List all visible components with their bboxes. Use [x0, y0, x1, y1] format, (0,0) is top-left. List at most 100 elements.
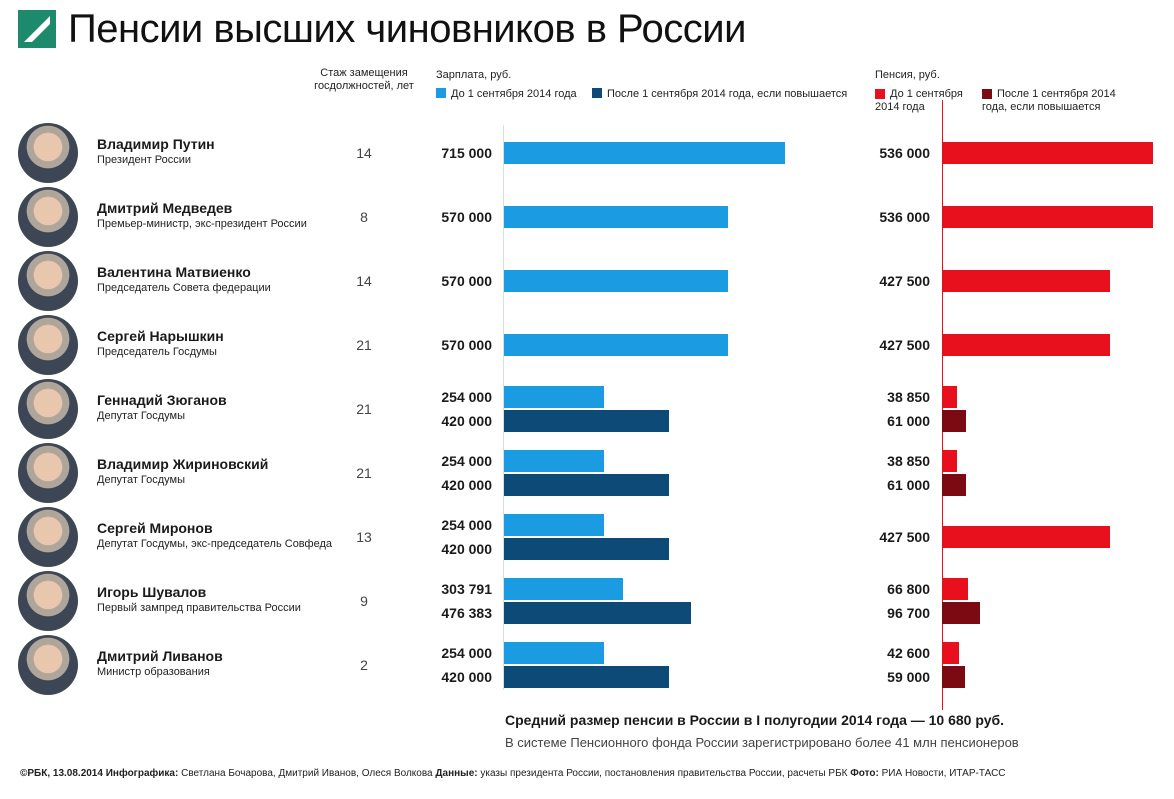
pension-label: 61 000 [887, 413, 930, 429]
credits: ©РБК, 13.08.2014 Инфографика: Светлана Б… [20, 768, 1006, 779]
pension-label: 38 850 [887, 453, 930, 469]
credit-label: Инфографика: [105, 768, 179, 779]
legend-label: После 1 сентября 2014 года, если повышае… [982, 88, 1116, 113]
tenure-value: 21 [356, 465, 372, 481]
pension-label: 427 500 [879, 529, 930, 545]
credit-label: Данные: [435, 768, 478, 779]
avatar [18, 571, 78, 631]
salary-label: 570 000 [441, 209, 492, 225]
avatar [18, 251, 78, 311]
credit-photo: РИА Новости, ИТАР-ТАСС [881, 768, 1006, 779]
person-name: Геннадий Зюганов [97, 392, 227, 408]
avatar [18, 187, 78, 247]
avatar [18, 315, 78, 375]
avatar [18, 635, 78, 695]
tenure-header: Стаж замещения госдолжностей, лет [314, 67, 414, 92]
pension-bar-before [942, 642, 959, 664]
salary-bar-before [504, 334, 728, 356]
credit-authors: Светлана Бочарова, Дмитрий Иванов, Олеся… [181, 768, 433, 779]
salary-header: Зарплата, руб. [436, 69, 512, 81]
pension-label: 536 000 [879, 209, 930, 225]
pension-bar-before [942, 386, 957, 408]
salary-label: 420 000 [441, 413, 492, 429]
legend-pension-after: После 1 сентября 2014 года, если повышае… [982, 88, 1122, 114]
legend-pension-before: До 1 сентября 2014 года [875, 88, 970, 114]
pension-label: 42 600 [887, 645, 930, 661]
person-role: Премьер-министр, экс-президент России [97, 218, 307, 230]
salary-label: 420 000 [441, 477, 492, 493]
credit-data: указы президента России, постановления п… [480, 768, 848, 779]
tenure-value: 8 [360, 209, 368, 225]
page-title: Пенсии высших чиновников в России [68, 7, 746, 51]
salary-bar-before [504, 270, 728, 292]
person-name: Сергей Нарышкин [97, 328, 224, 344]
person-name: Игорь Шувалов [97, 584, 207, 600]
salary-bar-after [504, 666, 669, 688]
tenure-value: 14 [356, 273, 372, 289]
person-name: Владимир Жириновский [97, 456, 269, 472]
person-role: Депутат Госдумы, экс-председатель Совфед… [97, 538, 332, 550]
legend-label: После 1 сентября 2014 года, если повышае… [607, 88, 848, 100]
pension-label: 427 500 [879, 337, 930, 353]
tenure-value: 2 [360, 657, 368, 673]
rbc-logo-icon [18, 10, 56, 48]
avatar [18, 379, 78, 439]
salary-label: 254 000 [441, 645, 492, 661]
salary-bar-before [504, 386, 604, 408]
salary-label: 254 000 [441, 453, 492, 469]
legend-swatch [982, 89, 992, 99]
person-role: Председатель Госдумы [97, 346, 217, 358]
legend-salary-after: После 1 сентября 2014 года, если повышае… [592, 88, 847, 101]
tenure-value: 14 [356, 145, 372, 161]
legend-salary-before: До 1 сентября 2014 года [436, 88, 577, 101]
person-name: Владимир Путин [97, 136, 215, 152]
person-role: Первый зампред правительства России [97, 602, 301, 614]
salary-bar-before [504, 514, 604, 536]
tenure-value: 21 [356, 337, 372, 353]
salary-axis-line [503, 125, 504, 690]
salary-label: 420 000 [441, 541, 492, 557]
pension-label: 59 000 [887, 669, 930, 685]
average-pension: Средний размер пенсии в России в I полуг… [505, 712, 1005, 728]
tenure-value: 13 [356, 529, 372, 545]
pension-bar-after [942, 410, 966, 432]
pension-label: 61 000 [887, 477, 930, 493]
salary-bar-after [504, 410, 669, 432]
person-name: Дмитрий Ливанов [97, 648, 223, 664]
copyright: ©РБК, 13.08.2014 [20, 768, 103, 779]
person-role: Президент России [97, 154, 192, 166]
salary-label: 570 000 [441, 273, 492, 289]
salary-bar-before [504, 142, 785, 164]
avatar [18, 443, 78, 503]
pension-bar-before [942, 578, 968, 600]
pension-bar-before [942, 450, 957, 472]
pension-label: 536 000 [879, 145, 930, 161]
pension-bar-after [942, 602, 980, 624]
tenure-value: 9 [360, 593, 368, 609]
legend-label: До 1 сентября 2014 года [451, 88, 577, 100]
salary-bar-before [504, 206, 728, 228]
salary-label: 420 000 [441, 669, 492, 685]
salary-label: 303 791 [441, 581, 492, 597]
pension-bar-after [942, 474, 966, 496]
person-name: Сергей Миронов [97, 520, 213, 536]
legend-label: До 1 сентября 2014 года [875, 88, 963, 113]
salary-bar-after [504, 602, 691, 624]
pension-bar-before [942, 206, 1153, 228]
person-role: Депутат Госдумы [97, 410, 186, 422]
tenure-value: 21 [356, 401, 372, 417]
person-name: Валентина Матвиенко [97, 264, 251, 280]
person-role: Депутат Госдумы [97, 474, 186, 486]
pension-header: Пенсия, руб. [875, 69, 940, 81]
pension-bar-after [942, 666, 965, 688]
salary-label: 476 383 [441, 605, 492, 621]
legend-swatch [875, 89, 885, 99]
pension-bar-before [942, 334, 1110, 356]
salary-bar-before [504, 450, 604, 472]
pension-bar-before [942, 270, 1110, 292]
pension-label: 427 500 [879, 273, 930, 289]
salary-label: 570 000 [441, 337, 492, 353]
pension-bar-before [942, 526, 1110, 548]
pension-label: 96 700 [887, 605, 930, 621]
